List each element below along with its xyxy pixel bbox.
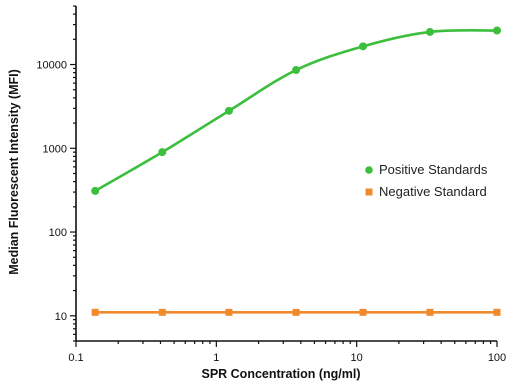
- chart-series: [91, 26, 501, 316]
- legend-label-negative: Negative Standard: [379, 184, 487, 199]
- data-point-negative: [158, 308, 166, 316]
- y-tick-label: 10: [55, 311, 67, 323]
- legend-marker-negative: [365, 188, 373, 196]
- data-point-positive: [292, 66, 301, 75]
- y-tick-label: 100: [49, 227, 67, 239]
- y-axis-title: Median Fluorescent Intensity (MFI): [7, 69, 21, 275]
- data-point-positive: [91, 186, 100, 195]
- data-point-negative: [359, 308, 367, 316]
- x-axis-title: SPR Concentration (ng/ml): [201, 367, 360, 381]
- data-point-positive: [158, 148, 167, 157]
- x-tick-label: 10: [351, 352, 363, 364]
- x-tick-label: 1: [213, 352, 219, 364]
- chart-ticks: 0.1 1 10 100 10 100 1000 10000: [36, 5, 506, 364]
- data-point-positive: [493, 26, 501, 35]
- x-tick-label: 100: [488, 352, 506, 364]
- chart-legend: Positive Standards Negative Standard: [365, 162, 488, 199]
- data-point-positive: [224, 106, 233, 115]
- y-tick-label: 1000: [43, 143, 67, 155]
- legend-marker-positive: [365, 166, 373, 174]
- data-point-negative: [91, 308, 99, 316]
- x-tick-label: 0.1: [68, 352, 83, 364]
- data-point-negative: [426, 308, 434, 316]
- data-point-negative: [292, 308, 300, 316]
- data-point-positive: [425, 27, 434, 36]
- data-point-negative: [493, 308, 501, 316]
- legend-label-positive: Positive Standards: [379, 162, 488, 177]
- data-point-positive: [359, 42, 368, 51]
- data-point-negative: [225, 308, 233, 316]
- y-tick-label: 10000: [36, 60, 67, 72]
